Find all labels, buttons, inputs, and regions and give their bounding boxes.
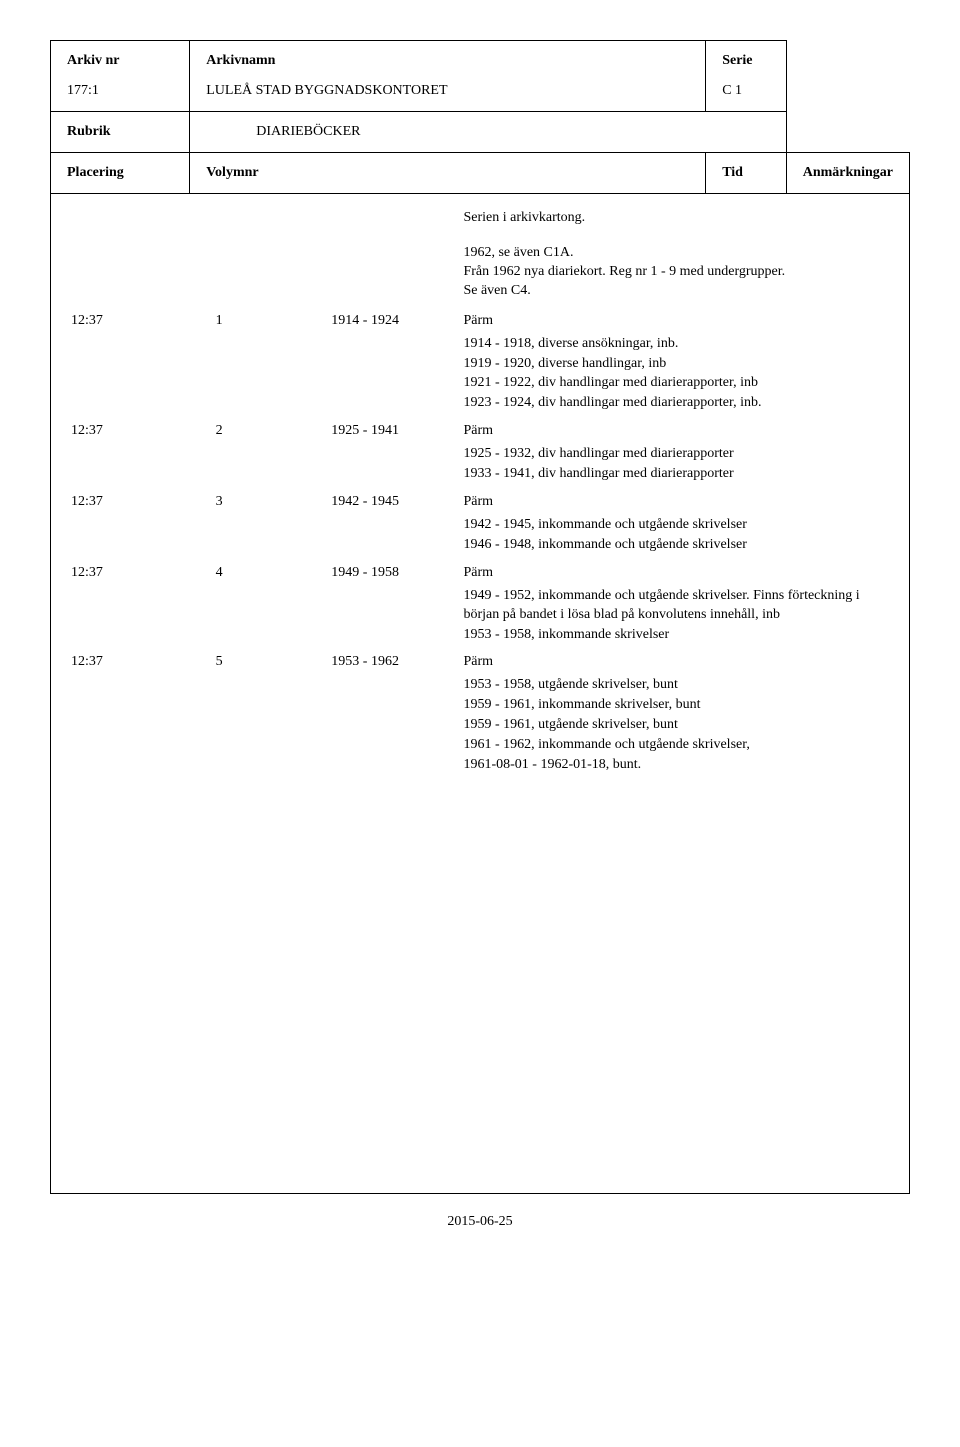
rubrik-value: DIARIEBÖCKER (256, 124, 360, 139)
entry-note-line: 1919 - 1920, diverse handlingar, inb (463, 355, 893, 374)
arkiv-nr-label: Arkiv nr (67, 53, 173, 69)
entry-notes: 1914 - 1918, diverse ansökningar, inb.19… (463, 335, 893, 414)
col-placering: Placering (51, 153, 190, 194)
intro-line: Från 1962 nya diariekort. Reg nr 1 - 9 m… (463, 263, 893, 282)
entry-notes: 1953 - 1958, utgående skrivelser, bunt19… (463, 676, 893, 774)
col-volymnr: Volymnr (190, 153, 706, 194)
entry-placering: 12:37 (67, 313, 216, 329)
entry-row: 12:3751953 - 1962Pärm (67, 654, 893, 670)
arkiv-nr-value: 177:1 (67, 83, 99, 98)
entry-tid: 1914 - 1924 (331, 313, 463, 329)
entry-placering: 12:37 (67, 423, 216, 439)
entry-notes: 1949 - 1952, inkommande och utgående skr… (463, 587, 893, 645)
entry-volymnr: 3 (216, 494, 332, 510)
arkivnamn-value: LULEÅ STAD BYGGNADSKONTORET (206, 83, 447, 98)
arkivnamn-label: Arkivnamn (206, 53, 689, 69)
footer-date: 2015-06-25 (50, 1214, 910, 1230)
entry-note-line: 1923 - 1924, div handlingar med diariera… (463, 394, 893, 413)
entry-parm: Pärm (463, 423, 893, 439)
entry-row: 12:3721925 - 1941Pärm (67, 423, 893, 439)
entry-volymnr: 1 (216, 313, 332, 329)
content-cell: Serien i arkivkartong. 1962, se även C1A… (50, 194, 910, 1194)
entry-placering: 12:37 (67, 565, 216, 581)
entry-parm: Pärm (463, 654, 893, 670)
entry-parm: Pärm (463, 565, 893, 581)
entry-note-line: 1959 - 1961, inkommande skrivelser, bunt (463, 696, 893, 715)
entry-note-line: 1961-08-01 - 1962-01-18, bunt. (463, 756, 893, 775)
entry-tid: 1953 - 1962 (331, 654, 463, 670)
col-anm: Anmärkningar (786, 153, 909, 194)
serie-value: C 1 (722, 83, 742, 98)
entry-volymnr: 4 (216, 565, 332, 581)
entry-row: 12:3741949 - 1958Pärm (67, 565, 893, 581)
entry-note-line: 1953 - 1958, inkommande skrivelser (463, 626, 893, 645)
entry-volymnr: 5 (216, 654, 332, 670)
entry-note-line: 1933 - 1941, div handlingar med diariera… (463, 465, 893, 484)
entry-placering: 12:37 (67, 494, 216, 510)
serie-label: Serie (722, 53, 770, 69)
entry-row: 12:3711914 - 1924Pärm (67, 313, 893, 329)
entry-note-line: 1946 - 1948, inkommande och utgående skr… (463, 536, 893, 555)
entry-note-line: 1921 - 1922, div handlingar med diariera… (463, 374, 893, 393)
entries-container: 12:3711914 - 1924Pärm1914 - 1918, divers… (67, 313, 893, 775)
intro-line: 1962, se även C1A. (463, 244, 893, 263)
header-row-1: Arkiv nr 177:1 Arkivnamn LULEÅ STAD BYGG… (51, 41, 910, 112)
entry-volymnr: 2 (216, 423, 332, 439)
entry-tid: 1949 - 1958 (331, 565, 463, 581)
serien-text: Serien i arkivkartong. (463, 210, 893, 226)
intro-line: Se även C4. (463, 282, 893, 301)
intro-block: 1962, se även C1A. Från 1962 nya diariek… (463, 244, 893, 301)
entry-note-line: 1953 - 1958, utgående skrivelser, bunt (463, 676, 893, 695)
header-row-2: Rubrik DIARIEBÖCKER (51, 112, 910, 153)
entry-note-line: 1949 - 1952, inkommande och utgående skr… (463, 587, 893, 625)
columns-row: Placering Volymnr Tid Anmärkningar (51, 153, 910, 194)
entry-parm: Pärm (463, 313, 893, 329)
entry-tid: 1942 - 1945 (331, 494, 463, 510)
col-tid: Tid (706, 153, 787, 194)
entry-tid: 1925 - 1941 (331, 423, 463, 439)
entry-note-line: 1925 - 1932, div handlingar med diariera… (463, 445, 893, 464)
entry-notes: 1925 - 1932, div handlingar med diariera… (463, 445, 893, 484)
entry-note-line: 1942 - 1945, inkommande och utgående skr… (463, 516, 893, 535)
entry-placering: 12:37 (67, 654, 216, 670)
header-table: Arkiv nr 177:1 Arkivnamn LULEÅ STAD BYGG… (50, 40, 910, 194)
entry-note-line: 1914 - 1918, diverse ansökningar, inb. (463, 335, 893, 354)
rubrik-label: Rubrik (67, 124, 173, 140)
entry-note-line: 1959 - 1961, utgående skrivelser, bunt (463, 716, 893, 735)
entry-notes: 1942 - 1945, inkommande och utgående skr… (463, 516, 893, 555)
entry-parm: Pärm (463, 494, 893, 510)
entry-row: 12:3731942 - 1945Pärm (67, 494, 893, 510)
entry-note-line: 1961 - 1962, inkommande och utgående skr… (463, 736, 893, 755)
